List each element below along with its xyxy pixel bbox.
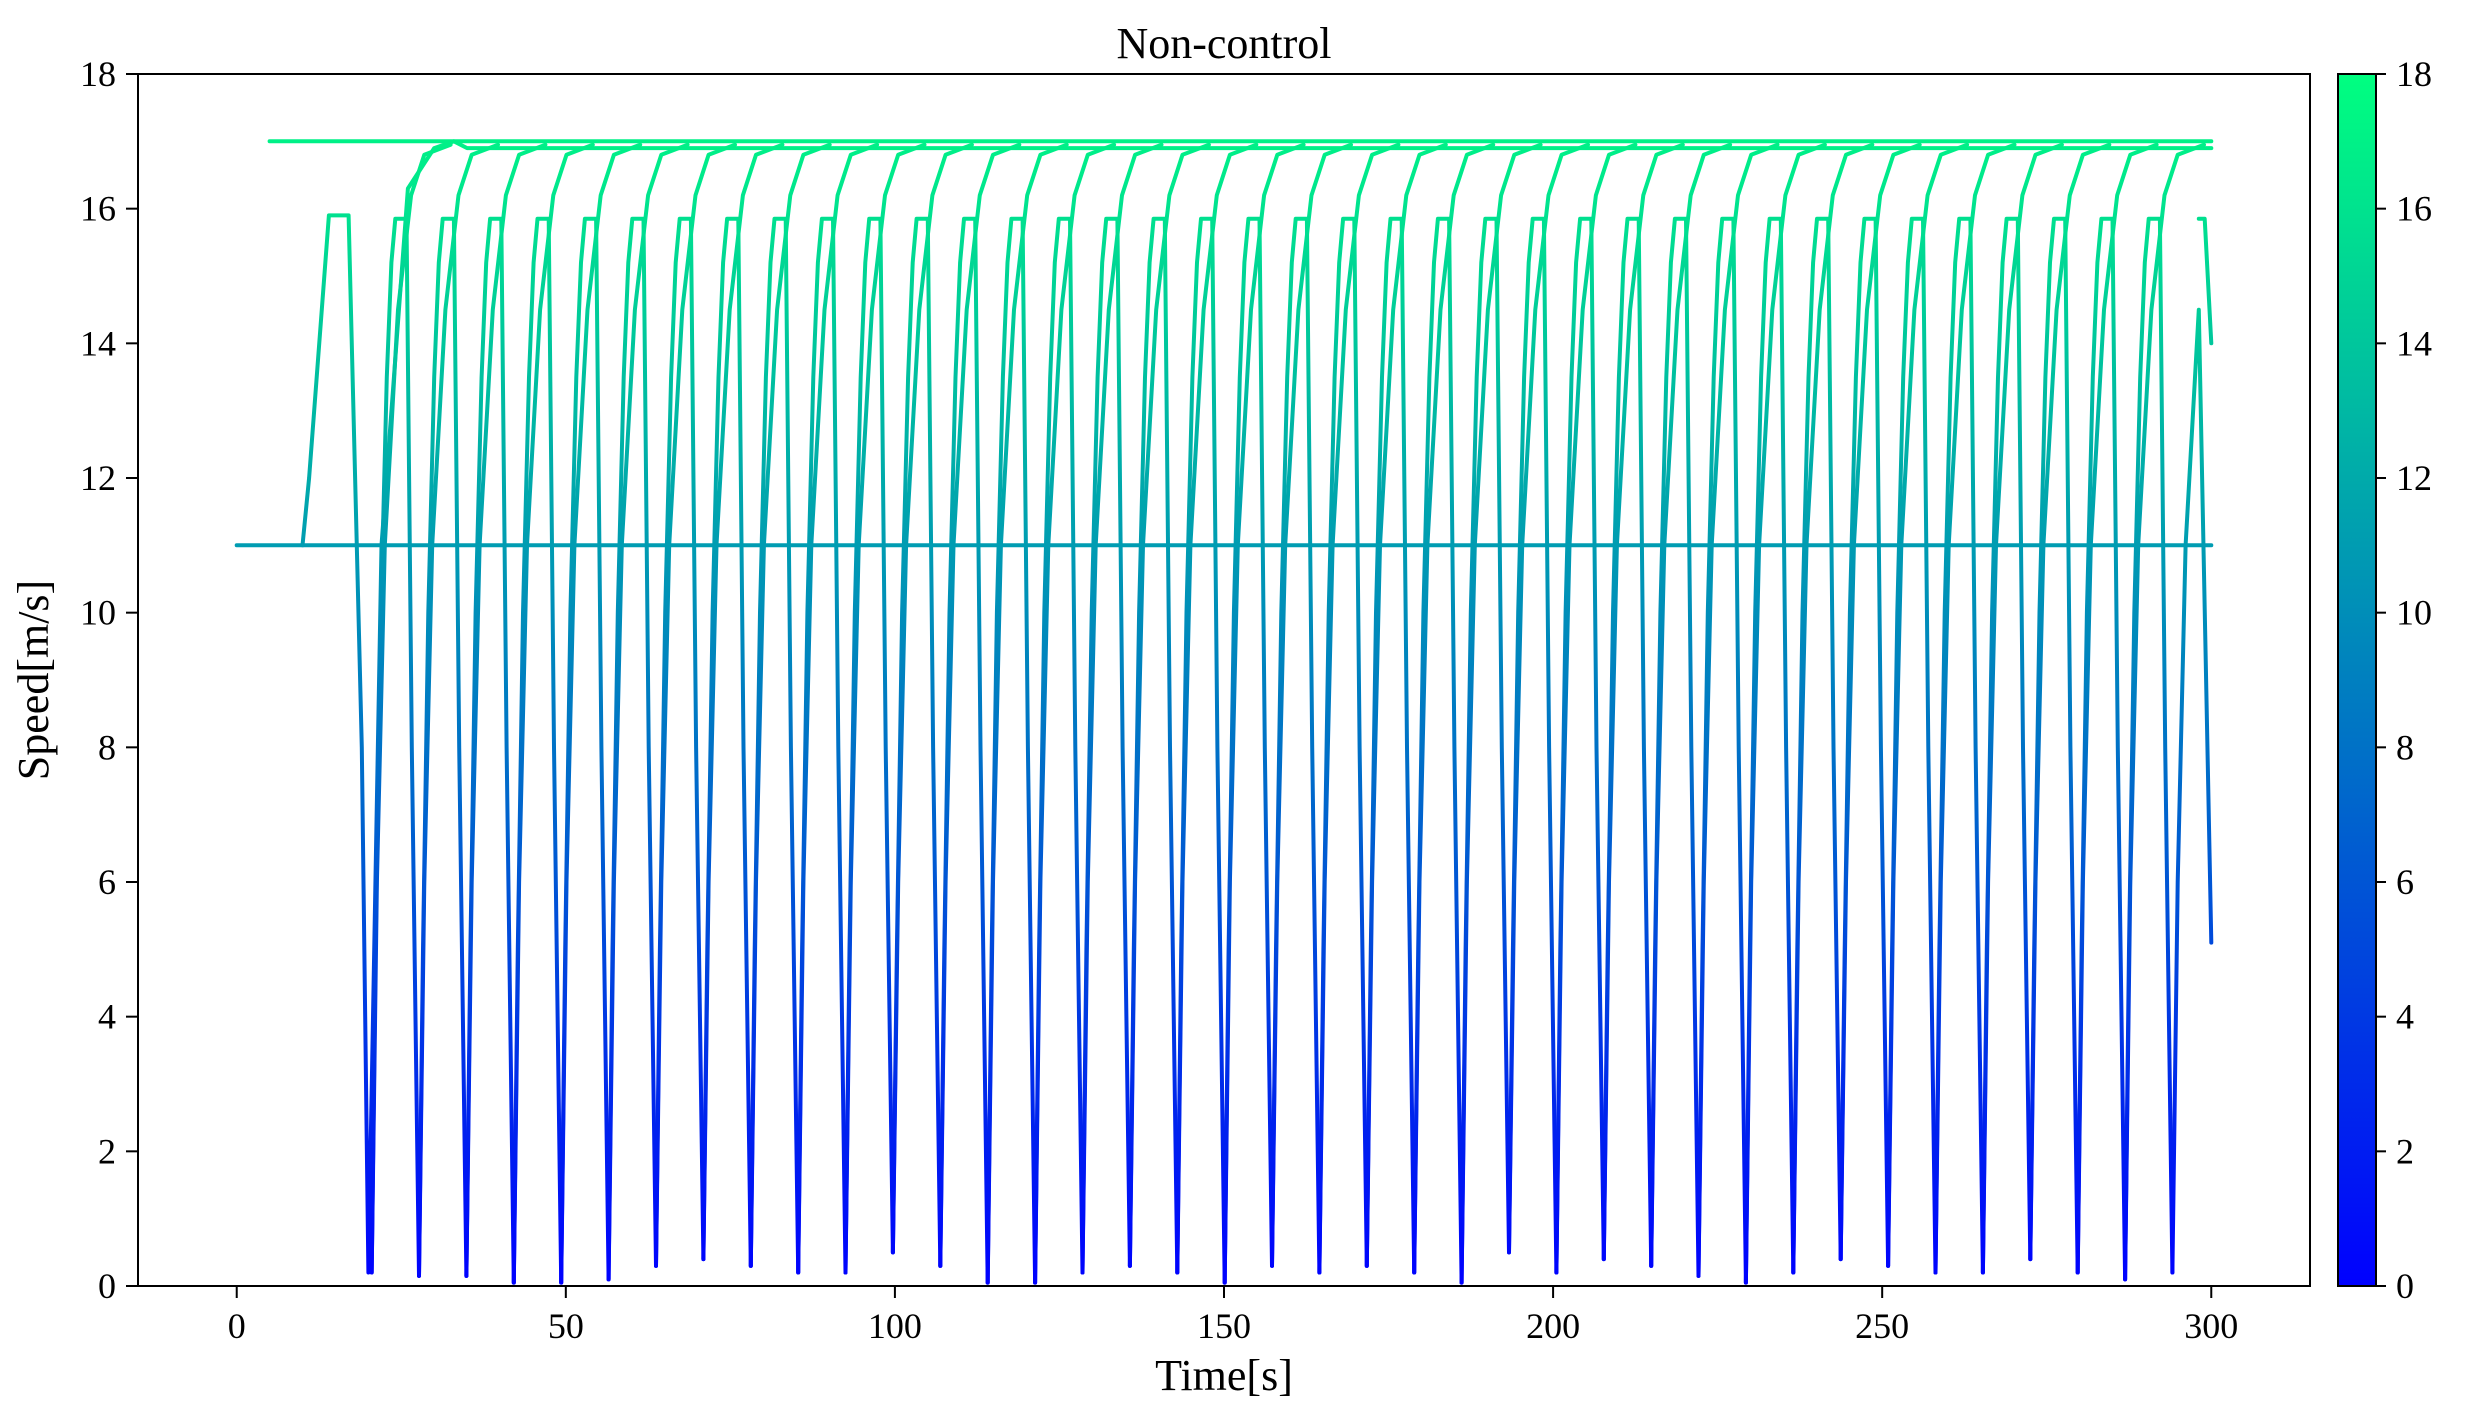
oscillation-cycle-28 xyxy=(1601,216,1654,1268)
oscillation-cycle-17 xyxy=(1080,216,1132,1275)
oscillation-cycle-15 xyxy=(985,216,1038,1285)
chart-title: Non-control xyxy=(1116,19,1331,68)
x-tick-label: 300 xyxy=(2184,1306,2238,1346)
x-axis-label: Time[s] xyxy=(1155,1351,1293,1400)
colorbar-gradient xyxy=(2337,73,2377,1287)
oscillation-cycle-31 xyxy=(1743,216,1796,1285)
colorbar-tick-label: 6 xyxy=(2396,862,2414,902)
colorbar-tick-label: 8 xyxy=(2396,727,2414,767)
oscillation-cycle-9 xyxy=(701,216,753,1268)
x-tick-label: 200 xyxy=(1526,1306,1580,1346)
y-tick-label: 16 xyxy=(80,189,116,229)
x-tick-label: 150 xyxy=(1197,1306,1251,1346)
oscillation-cycle-14 xyxy=(938,216,990,1285)
oscillation-cycle-18 xyxy=(1127,216,1180,1275)
y-axis: 0 2 4 6 8 10 12 14 16 18 xyxy=(80,54,138,1306)
x-tick-label: 50 xyxy=(548,1306,584,1346)
oscillation-cycle-21 xyxy=(1270,216,1322,1275)
oscillation-cycle-7 xyxy=(606,216,658,1282)
y-tick-label: 0 xyxy=(98,1266,116,1306)
oscillation-cycle-5 xyxy=(511,216,564,1285)
y-tick-label: 8 xyxy=(98,727,116,767)
oscillation-cycle-32 xyxy=(1791,216,1843,1275)
oscillation-cycle-24 xyxy=(1412,216,1464,1285)
oscillation-cycle-4 xyxy=(464,216,516,1285)
oscillation-cycle-11 xyxy=(796,216,848,1275)
x-tick-label: 0 xyxy=(228,1306,246,1346)
oscillation-cycle-38 xyxy=(2075,216,2128,1282)
colorbar-tick-label: 18 xyxy=(2396,54,2432,94)
colorbar-tick-label: 12 xyxy=(2396,458,2432,498)
x-tick-label: 100 xyxy=(868,1306,922,1346)
oscillation-cycle-33 xyxy=(1838,216,1891,1268)
speed-curves xyxy=(234,139,2214,1285)
y-tick-label: 2 xyxy=(98,1131,116,1171)
colorbar-tick-label: 2 xyxy=(2396,1131,2414,1171)
colorbar-tick-label: 0 xyxy=(2396,1266,2414,1306)
colorbar: 0 2 4 6 8 10 12 14 16 18 xyxy=(2337,54,2432,1306)
colorbar-tick-label: 16 xyxy=(2396,189,2432,229)
oscillation-cycle-8 xyxy=(654,216,706,1268)
oscillation-cycle-16 xyxy=(1033,216,1085,1285)
y-tick-label: 14 xyxy=(80,323,116,363)
oscillation-cycle-34 xyxy=(1886,216,1938,1275)
oscillation-final-2 xyxy=(2196,216,2214,346)
oscillation-cycle-13 xyxy=(890,216,943,1268)
oscillation-cycle-20 xyxy=(1222,216,1274,1285)
colorbar-tick-label: 10 xyxy=(2396,593,2432,633)
oscillation-cycle-37 xyxy=(2028,216,2080,1275)
oscillation-cycle-39 xyxy=(2123,216,2175,1282)
oscillation-cycle-35 xyxy=(1933,216,1985,1275)
oscillation-final xyxy=(2170,307,2214,1275)
oscillation-cycle-23 xyxy=(1364,216,1417,1275)
oscillation-cycle-29 xyxy=(1649,216,1701,1278)
oscillation-cycle-27 xyxy=(1554,216,1606,1275)
colorbar-tick-label: 4 xyxy=(2396,997,2414,1037)
y-tick-label: 18 xyxy=(80,54,116,94)
y-tick-label: 4 xyxy=(98,997,116,1037)
oscillation-cycle-12 xyxy=(843,216,895,1275)
oscillation-cycle-22 xyxy=(1317,216,1369,1275)
y-tick-label: 10 xyxy=(80,593,116,633)
y-tick-label: 12 xyxy=(80,458,116,498)
y-axis-label: Speed[m/s] xyxy=(9,580,58,780)
oscillation-cycle-26 xyxy=(1507,216,1559,1275)
oscillation-cycle-3 xyxy=(417,216,469,1278)
oscillation-cycle-36 xyxy=(1980,216,2033,1275)
oscillation-cycle-10 xyxy=(748,216,801,1275)
oscillation-cycle-30 xyxy=(1696,216,1748,1285)
colorbar-tick-label: 14 xyxy=(2396,323,2432,363)
x-axis: 0 50 100 150 200 250 300 xyxy=(228,1286,2238,1346)
y-tick-label: 6 xyxy=(98,862,116,902)
oscillation-cycle-19 xyxy=(1175,216,1227,1285)
x-tick-label: 250 xyxy=(1855,1306,1909,1346)
oscillation-cycle-2 xyxy=(369,216,421,1278)
oscillation-cycle-25 xyxy=(1459,216,1511,1285)
oscillation-cycle-6 xyxy=(559,216,611,1285)
